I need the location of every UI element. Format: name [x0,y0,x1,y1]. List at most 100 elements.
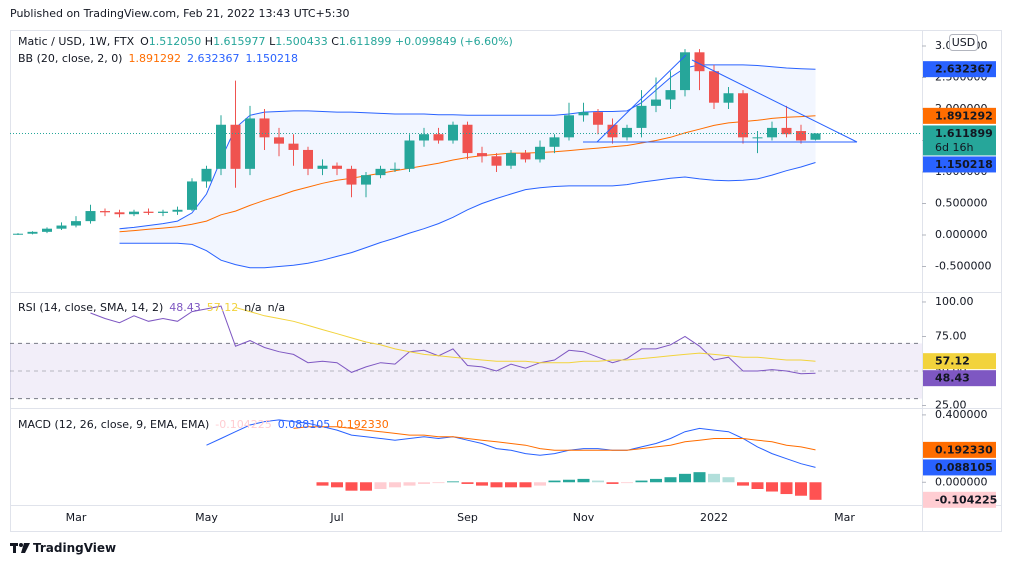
histogram-bar [737,482,749,486]
candle-body [172,209,183,212]
candle-body [230,124,241,169]
candle-body [593,112,603,125]
candle-body [506,153,516,166]
y-tick-label: 100.00 [935,295,974,308]
footer: TradingView [33,541,117,555]
candle-body [810,133,821,140]
countdown: 6d 16h [935,141,973,154]
logo-part [19,543,23,547]
candle-body [85,211,96,222]
candle-body [361,175,371,185]
legend-value: -0.104225 [215,418,272,431]
price-tag-label: 1.891292 [935,109,993,122]
candle-body [201,168,212,182]
header: Published on TradingView.com, Feb 21, 20… [10,7,350,20]
indicator-line [119,162,816,269]
candle-body [288,143,299,150]
indicator-name: RSI (14, close, SMA, 14, 2) [18,301,164,314]
candle-body [274,137,284,144]
ohlc-key: O [140,35,149,48]
candle-body [303,149,313,169]
ohlc: O1.512050 H1.615977 L1.500433 C1.611899 … [140,35,513,48]
indicator-name: MACD (12, 26, close, 9, EMA, EMA) [18,418,210,431]
candle-body [433,134,444,141]
price-pane [10,49,922,269]
price-tag [923,459,996,476]
candle-body [390,168,400,170]
change: +0.099849 (+6.60%) [394,35,513,48]
histogram-bar [360,482,372,491]
legend-value: 1.891292 [128,52,181,65]
trend-line [691,59,858,143]
ohlc-key: H [204,35,214,48]
candle-body [419,134,429,141]
candle-body [796,131,806,141]
candle-body [491,156,502,166]
candle-body [607,124,618,138]
histogram-bar [519,482,532,488]
histogram-bar [693,472,706,483]
indicator-line [235,307,816,364]
histogram-bar [809,482,822,500]
histogram-bar [316,482,329,486]
candle-body [114,212,125,215]
histogram-bar [650,478,662,483]
y-tick-label: 0.000000 [935,228,988,241]
histogram-bar [389,482,401,488]
candle-body [549,137,560,147]
price-tag [923,441,996,458]
candle-body [520,153,531,160]
price-tag-label: 0.192330 [935,443,993,456]
candle-body [42,228,52,232]
histogram-bar [592,480,604,483]
currency-box [949,34,978,51]
y-tick-label: 0.400000 [935,408,988,421]
x-tick-label: 2022 [700,511,728,524]
ohlc-key: C [331,35,339,48]
logo [10,543,30,553]
y-tick-label: 0.000000 [935,475,988,488]
candle-body [100,211,110,213]
candle-body [723,93,734,103]
logo-part [21,543,30,553]
ohlc-value: 1.615977 [213,35,266,48]
price-tag [923,370,996,387]
candle-body [71,221,81,226]
candle-body [636,105,647,128]
price-tag-label: 0.088105 [935,461,993,474]
histogram-bar [751,482,764,489]
indicator-name: BB (20, close, 2, 0) [18,52,123,65]
histogram-bar [505,482,517,488]
candle-body [477,153,487,157]
price-tag-label: 1.611899 [935,127,993,140]
price-tag [923,491,996,508]
price-tag-label: 57.12 [935,355,970,368]
candle-body [27,231,38,234]
candle-body [738,93,748,138]
histogram-bar [577,478,590,483]
ohlc-value: 1.611899 [338,35,392,48]
candle-body [709,71,719,103]
candle-body [752,137,763,139]
histogram-bar [418,482,430,484]
histogram-bar [722,477,735,483]
price-tag-label: 1.150218 [935,158,993,171]
histogram-bar [635,480,648,483]
histogram-bar [345,482,358,491]
y-tick-label: 0.500000 [935,196,988,209]
candle-body [13,233,23,235]
histogram-bar [780,482,793,495]
price-tag-label: 2.632367 [935,63,993,76]
price-tag-label: 48.43 [935,372,970,385]
histogram-bar [563,479,575,483]
histogram-bar [795,482,807,496]
candle-body [332,165,342,169]
currency: USD [952,36,976,49]
histogram-bar [606,482,619,484]
legend-value: 57.12 [206,301,239,314]
histogram-bar [548,480,561,483]
candle-body [245,118,255,169]
candle-body [143,211,154,213]
drawings [583,54,858,143]
